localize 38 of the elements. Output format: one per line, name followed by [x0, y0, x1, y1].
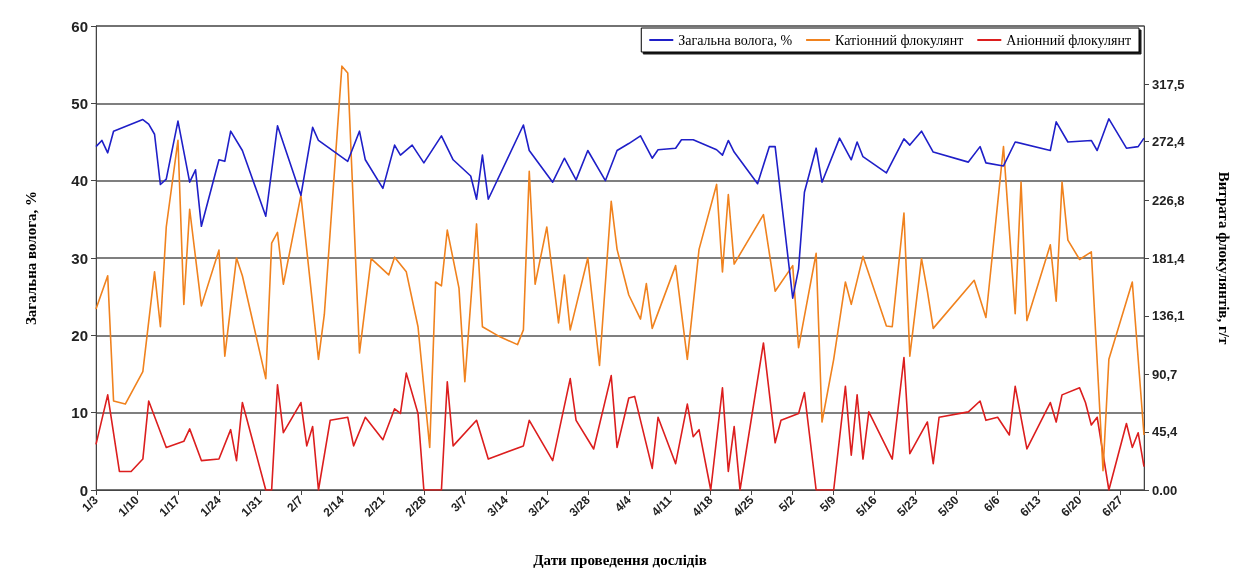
x-tick-label: 5/16: [853, 492, 880, 520]
x-tick-label: 4/11: [648, 492, 675, 519]
y-tick-label: 10: [71, 404, 88, 422]
y2-tick-label: 90,7: [1152, 366, 1178, 382]
y-tick-label: 40: [71, 172, 88, 190]
y2-tick-label: 45,4: [1152, 424, 1179, 440]
y-tick-label: 30: [71, 249, 88, 267]
x-tick-label: 4/18: [689, 492, 716, 520]
x-tick-label: 5/23: [894, 492, 921, 520]
y-axis-title: Загальна волога, %: [22, 190, 39, 326]
y-tick-label: 20: [71, 326, 88, 344]
x-tick-label: 3/7: [448, 492, 471, 515]
y2-tick-label: 0.00: [1152, 482, 1178, 498]
y2-tick-label: 136,1: [1152, 308, 1185, 324]
x-tick-label: 6/20: [1058, 492, 1085, 520]
x-tick-label: 6/6: [980, 492, 1003, 515]
legend-label: Катіонний флокулянт: [835, 32, 964, 48]
x-tick-label: 3/28: [566, 492, 593, 520]
y-tick-label: 50: [71, 94, 88, 112]
y2-tick-label: 317,5: [1152, 76, 1185, 92]
y2-tick-label: 181,4: [1152, 250, 1186, 266]
y2-axis-title: Витрата флокулянтів, г/т: [1215, 171, 1232, 345]
x-tick-label: 3/14: [484, 492, 512, 520]
x-tick-label: 5/30: [935, 492, 962, 520]
x-tick-label: 2/7: [284, 492, 307, 515]
x-tick-label: 3/21: [525, 492, 552, 520]
legend-label: Загальна волога, %: [678, 32, 793, 48]
y2-tick-label: 272,4: [1152, 134, 1186, 150]
x-tick-label: 6/13: [1017, 492, 1044, 520]
legend-label: Аніонний флокулянт: [1006, 32, 1132, 48]
y-tick-label: 60: [71, 17, 88, 35]
x-tick-label: 4/4: [612, 492, 634, 515]
y2-tick-label: 226,8: [1152, 192, 1185, 208]
y-tick-label: 0: [79, 481, 88, 499]
x-axis-title: Дати проведення дослідів: [533, 551, 707, 568]
x-tick-label: 5/9: [816, 492, 839, 515]
x-tick-label: 4/25: [730, 492, 757, 520]
x-tick-label: 5/2: [775, 492, 798, 515]
